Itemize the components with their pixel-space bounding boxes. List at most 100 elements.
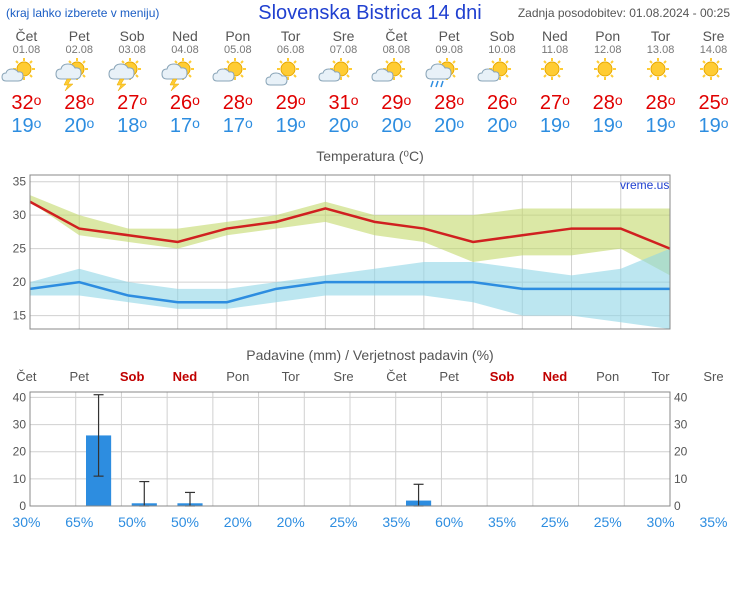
precip-chart-title: Padavine (mm) / Verjetnost padavin (%) (0, 347, 740, 363)
temp-high: 32o (0, 92, 53, 115)
precip-day: Sob (476, 365, 529, 384)
day-date: 01.08 (0, 44, 53, 56)
temp-high: 25o (687, 92, 740, 115)
day-date: 06.08 (264, 44, 317, 56)
weather-icon (476, 56, 529, 92)
weather-icon (106, 56, 159, 92)
precip-day: Pon (211, 365, 264, 384)
day-name: Ned (528, 28, 581, 44)
svg-text:40: 40 (674, 390, 688, 404)
day-date: 03.08 (106, 44, 159, 56)
svg-text:40: 40 (13, 390, 27, 404)
day-name: Pet (423, 28, 476, 44)
day-date: 10.08 (476, 44, 529, 56)
day-name: Sob (106, 28, 159, 44)
svg-text:20: 20 (13, 445, 27, 459)
day-date: 04.08 (159, 44, 212, 56)
precip-prob: 25% (317, 514, 370, 530)
svg-text:vreme.us: vreme.us (620, 178, 669, 192)
day-name: Ned (159, 28, 212, 44)
temp-high: 28o (423, 92, 476, 115)
day-name: Tor (634, 28, 687, 44)
day-date: 13.08 (634, 44, 687, 56)
svg-text:0: 0 (674, 499, 681, 513)
precip-prob: 60% (423, 514, 476, 530)
precip-day: Tor (264, 365, 317, 384)
precip-prob: 20% (211, 514, 264, 530)
temp-high: 29o (264, 92, 317, 115)
forecast-table: ČetPetSobNedPonTorSreČetPetSobNedPonTorS… (0, 28, 740, 138)
weather-icon (370, 56, 423, 92)
svg-text:35: 35 (13, 175, 27, 189)
temp-high: 29o (370, 92, 423, 115)
temp-high: 31o (317, 92, 370, 115)
day-date: 05.08 (211, 44, 264, 56)
precip-prob: 35% (370, 514, 423, 530)
weather-icon (0, 56, 53, 92)
precip-day: Sre (687, 365, 740, 384)
header: (kraj lahko izberete v meniju) Slovenska… (0, 0, 740, 28)
precip-prob: 25% (581, 514, 634, 530)
temp-high: 28o (211, 92, 264, 115)
day-date: 07.08 (317, 44, 370, 56)
day-date: 12.08 (581, 44, 634, 56)
day-name: Sre (687, 28, 740, 44)
day-name: Pon (581, 28, 634, 44)
temp-low: 19o (0, 115, 53, 138)
precip-prob: 30% (634, 514, 687, 530)
precip-chart: 001010202030304040 (0, 384, 700, 514)
temp-chart: 1520253035vreme.us (0, 167, 700, 337)
precip-prob-row: 30%65%50%50%20%20%25%35%60%35%25%25%30%3… (0, 514, 740, 530)
precip-day-header: ČetPetSobNedPonTorSreČetPetSobNedPonTorS… (0, 365, 740, 384)
day-date: 02.08 (53, 44, 106, 56)
temp-high: 27o (528, 92, 581, 115)
day-date: 08.08 (370, 44, 423, 56)
temp-low: 19o (528, 115, 581, 138)
temp-low: 19o (581, 115, 634, 138)
precip-day: Sre (317, 365, 370, 384)
precip-day: Tor (634, 365, 687, 384)
weather-icon (687, 56, 740, 92)
svg-text:30: 30 (13, 418, 27, 432)
temp-low: 20o (370, 115, 423, 138)
weather-icon (159, 56, 212, 92)
day-name: Pon (211, 28, 264, 44)
temp-high: 28o (53, 92, 106, 115)
weather-icon (264, 56, 317, 92)
temp-low: 17o (159, 115, 212, 138)
day-name: Sob (476, 28, 529, 44)
updated-label: Zadnja posodobitev: 01.08.2024 - 00:25 (518, 6, 730, 20)
svg-text:0: 0 (19, 499, 26, 513)
temp-low: 18o (106, 115, 159, 138)
weather-icon (528, 56, 581, 92)
precip-day: Ned (159, 365, 212, 384)
precip-day: Pet (53, 365, 106, 384)
precip-prob: 35% (476, 514, 529, 530)
precip-day: Čet (370, 365, 423, 384)
precip-day: Pet (423, 365, 476, 384)
temp-low: 17o (211, 115, 264, 138)
weather-icon (423, 56, 476, 92)
precip-prob: 20% (264, 514, 317, 530)
precip-day: Čet (0, 365, 53, 384)
temp-high: 26o (476, 92, 529, 115)
temp-low: 19o (687, 115, 740, 138)
day-name: Čet (370, 28, 423, 44)
precip-prob: 50% (106, 514, 159, 530)
weather-icon (211, 56, 264, 92)
temp-high: 27o (106, 92, 159, 115)
precip-day: Ned (528, 365, 581, 384)
svg-text:20: 20 (13, 275, 27, 289)
weather-icon (53, 56, 106, 92)
day-name: Pet (53, 28, 106, 44)
svg-text:15: 15 (13, 309, 27, 323)
weather-icon (581, 56, 634, 92)
precip-prob: 25% (528, 514, 581, 530)
temp-chart-title: Temperatura (⁰C) (0, 148, 740, 165)
svg-text:25: 25 (13, 242, 27, 256)
day-name: Čet (0, 28, 53, 44)
temp-high: 28o (581, 92, 634, 115)
day-name: Sre (317, 28, 370, 44)
weather-icon (317, 56, 370, 92)
precip-day: Pon (581, 365, 634, 384)
